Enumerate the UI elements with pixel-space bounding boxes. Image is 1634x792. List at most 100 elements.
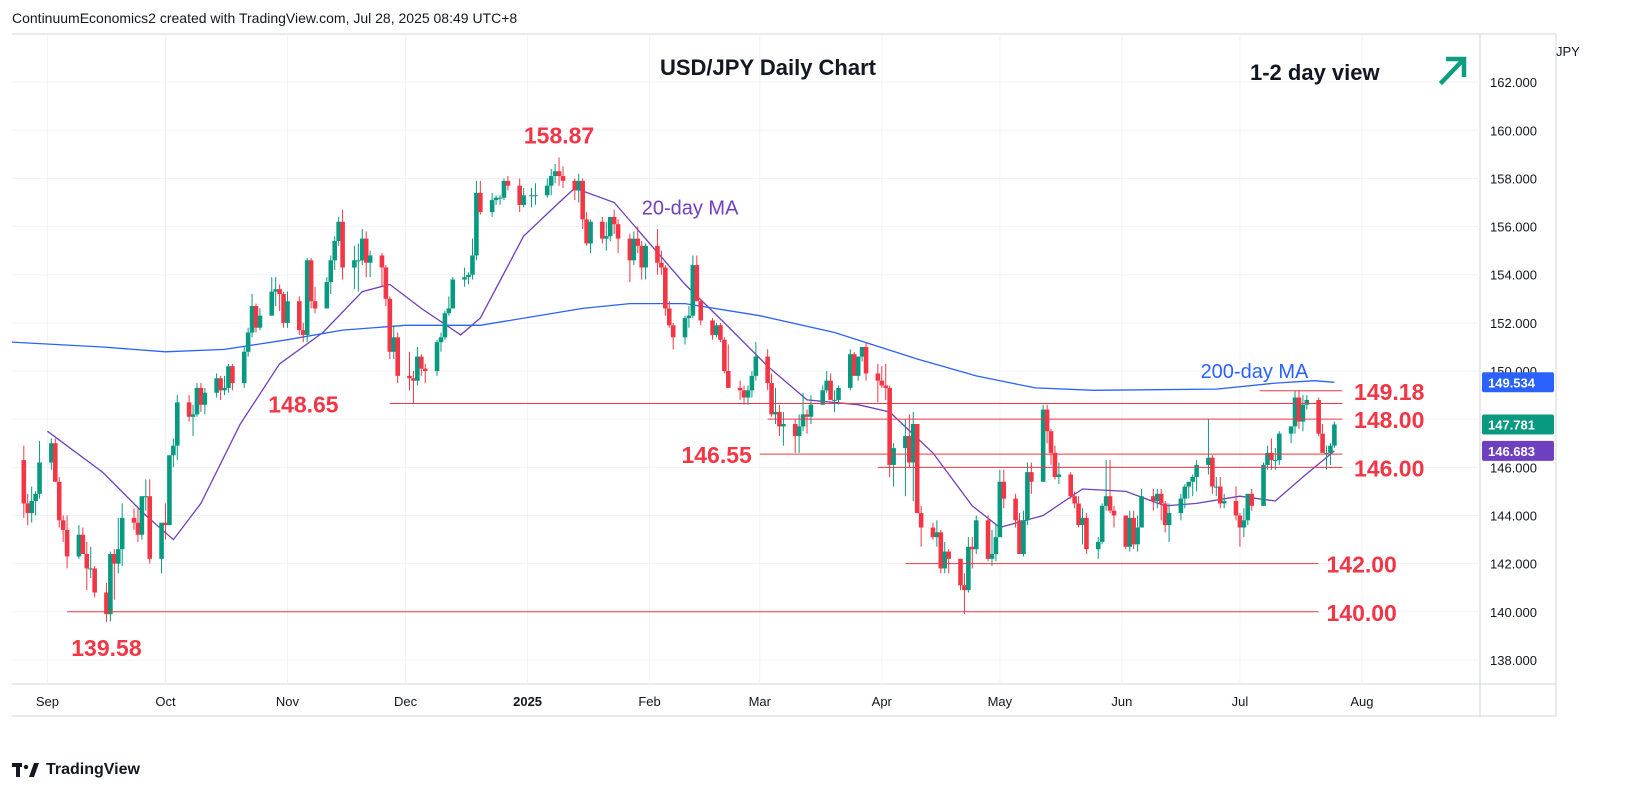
candle-body — [159, 522, 164, 559]
candle-body — [1186, 481, 1192, 487]
candle-body — [1300, 404, 1306, 422]
candle-body — [359, 238, 365, 261]
candle-body — [1182, 486, 1188, 499]
candle-body — [60, 520, 66, 530]
candle-body — [1154, 493, 1160, 502]
candle-body — [450, 279, 456, 309]
candle-body — [966, 546, 971, 591]
candle-body — [489, 200, 495, 213]
candle-body — [29, 501, 34, 514]
candle-body — [1029, 472, 1034, 482]
y-tick-label: 160.000 — [1490, 123, 1537, 138]
candle-body — [914, 424, 920, 514]
candle-body — [934, 532, 940, 538]
candle-body — [143, 496, 149, 498]
candle-body — [659, 262, 664, 268]
candle-body — [37, 462, 42, 494]
candle-body — [505, 180, 511, 186]
candle-body — [135, 522, 141, 535]
candle-body — [218, 378, 223, 391]
candle-body — [627, 238, 633, 261]
x-tick-label: Nov — [276, 694, 300, 709]
candle-body — [1080, 517, 1085, 526]
candle-body — [222, 387, 227, 391]
candle-body — [741, 390, 747, 398]
candle-body — [328, 260, 334, 282]
candle-body — [497, 197, 503, 199]
ma20-label: 20-day MA — [642, 197, 739, 219]
candle-body — [104, 592, 109, 615]
candle-body — [1001, 481, 1007, 499]
candle-body — [1304, 399, 1310, 405]
candle-body — [529, 195, 534, 197]
candle-body — [1245, 493, 1251, 521]
y-tick-label: 138.000 — [1490, 653, 1537, 668]
up-arrow-icon — [1438, 57, 1466, 86]
tradingview-brand[interactable]: TradingView — [12, 761, 140, 779]
candle-body — [1269, 452, 1274, 461]
candle-body — [387, 298, 393, 352]
candle-body — [395, 337, 400, 376]
candle-body — [989, 554, 995, 559]
candle-body — [198, 387, 204, 405]
candle-body — [25, 503, 31, 514]
candle-body — [1237, 515, 1243, 528]
candle-body — [769, 383, 774, 415]
candle-body — [1190, 476, 1195, 482]
candle-body — [710, 320, 715, 335]
candle-body — [1166, 513, 1172, 526]
y-tick-label: 144.000 — [1490, 508, 1537, 523]
candle-body — [863, 346, 869, 374]
candle-body — [352, 260, 357, 268]
candle-body — [1328, 445, 1333, 453]
candle-body — [828, 380, 833, 400]
low-label: 139.58 — [71, 635, 142, 661]
tradingview-label: TradingView — [46, 761, 140, 778]
candle-body — [363, 238, 369, 263]
candle-body — [607, 216, 613, 237]
candle-body — [544, 185, 550, 196]
candle-body — [115, 549, 121, 564]
candle-body — [1021, 520, 1026, 554]
x-tick-label: Apr — [872, 694, 893, 709]
candle-body — [1103, 496, 1109, 506]
candle-body — [1233, 501, 1239, 516]
candle-body — [1210, 457, 1215, 487]
candle-body — [80, 534, 86, 554]
candle-body — [1162, 503, 1168, 526]
x-tick-label: Sep — [36, 694, 59, 709]
candle-body — [253, 306, 259, 328]
candle-body — [1276, 433, 1282, 461]
candle-body — [1025, 472, 1030, 521]
level-label: 148.65 — [268, 392, 339, 418]
candle-body — [33, 493, 38, 502]
candle-body — [725, 371, 731, 388]
candle-body — [694, 265, 700, 302]
candle-body — [21, 460, 27, 504]
candle-body — [202, 392, 208, 405]
price-badge — [1482, 414, 1554, 435]
candle-body — [796, 426, 802, 437]
candle-body — [643, 245, 648, 268]
candle-body — [324, 281, 330, 309]
candle-body — [438, 337, 444, 343]
candle-body — [147, 496, 153, 559]
candle-body — [470, 255, 475, 275]
candle-body — [946, 551, 951, 559]
candle-body — [718, 325, 723, 340]
candle-body — [962, 585, 967, 591]
candle-body — [615, 224, 621, 239]
candle-body — [1221, 501, 1227, 504]
candle-body — [820, 390, 826, 405]
ma200-label: 200-day MA — [1201, 361, 1309, 383]
candle-body — [552, 171, 558, 177]
candle-body — [804, 414, 810, 417]
candle-body — [690, 265, 696, 316]
candle-body — [517, 185, 522, 205]
candle-body — [1214, 486, 1219, 488]
y-tick-label: 154.000 — [1490, 268, 1537, 283]
candle-body — [112, 554, 117, 564]
candle-body — [773, 411, 778, 415]
high-label: 158.87 — [524, 123, 594, 149]
